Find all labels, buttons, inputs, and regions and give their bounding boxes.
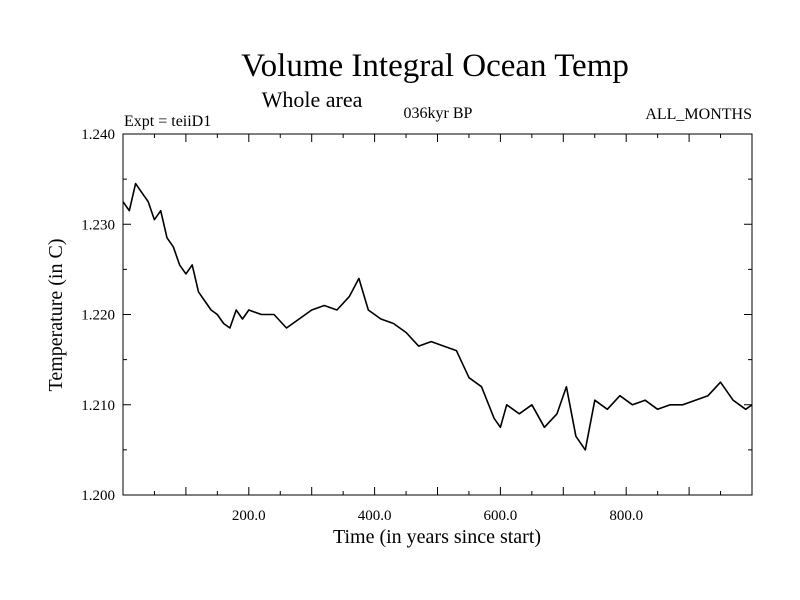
y-tick-label: 1.240 — [81, 127, 115, 143]
y-axis-label: Temperature (in C) — [45, 239, 67, 392]
x-tick-label: 800.0 — [609, 508, 643, 524]
y-tick-label: 1.230 — [81, 217, 115, 233]
chart-subtitle: Whole area — [262, 87, 363, 112]
x-axis-label: Time (in years since start) — [333, 526, 541, 548]
chart-title: Volume Integral Ocean Temp — [241, 48, 629, 84]
y-tick-label: 1.210 — [81, 398, 115, 414]
y-tick-label: 1.200 — [81, 488, 115, 504]
period-label: 036kyr BP — [404, 105, 473, 122]
x-tick-label: 600.0 — [484, 508, 518, 524]
x-tick-label: 200.0 — [232, 508, 266, 524]
x-tick-label: 400.0 — [358, 508, 392, 524]
axis-ticks — [123, 134, 752, 495]
months-label: ALL_MONTHS — [645, 106, 752, 123]
series-line — [122, 182, 753, 451]
x-tick-labels: 200.0 400.0 600.0 800.0 — [232, 508, 643, 524]
experiment-label: Expt = teiiD1 — [124, 113, 211, 130]
y-tick-labels: 1.200 1.210 1.220 1.230 1.240 — [81, 127, 115, 504]
y-tick-label: 1.220 — [81, 308, 115, 324]
